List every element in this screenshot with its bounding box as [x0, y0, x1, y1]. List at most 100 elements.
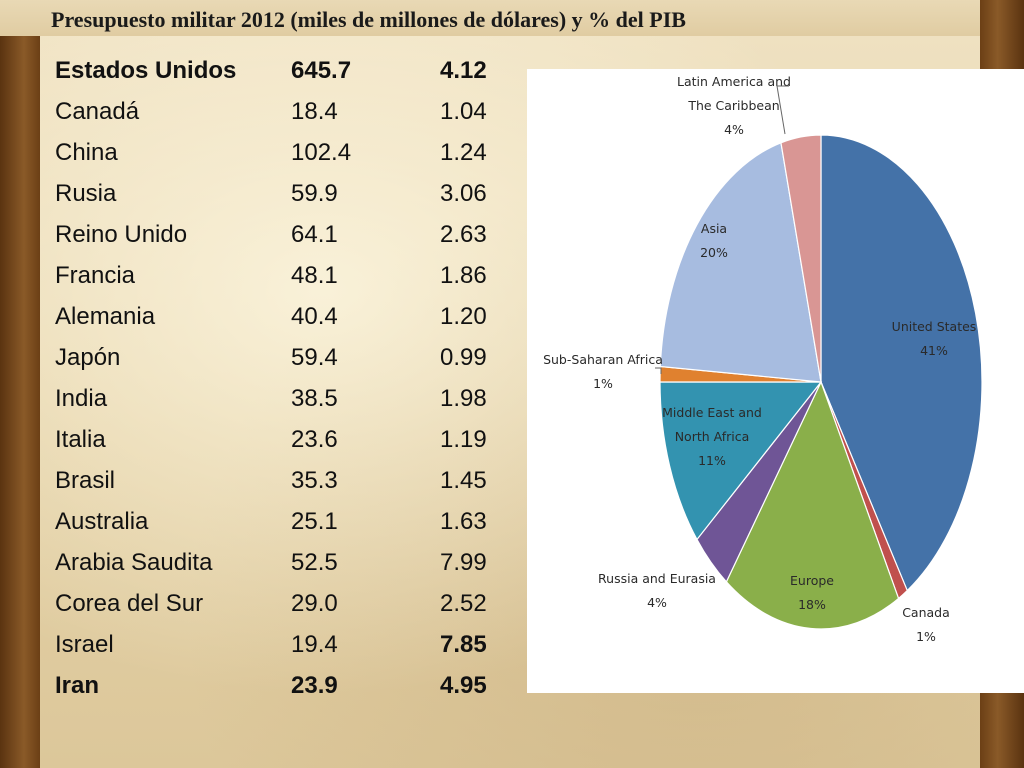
pie-slice-label: United States 41% — [892, 319, 977, 358]
table-row: India 38.5 1.98 — [55, 378, 535, 419]
pie-label-line: 1% — [593, 376, 613, 391]
budget-cell: 23.9 — [291, 672, 338, 699]
table-row: Estados Unidos 645.7 4.12 — [55, 50, 535, 91]
country-cell: Japón — [55, 344, 121, 371]
country-cell: Italia — [55, 426, 106, 453]
table-row: Arabia Saudita 52.5 7.99 — [55, 542, 535, 583]
table-row: Israel 19.4 7.85 — [55, 624, 535, 665]
pie-slice-label: Russia and Eurasia 4% — [598, 571, 716, 610]
budget-cell: 23.6 — [291, 426, 338, 453]
table-row: Brasil 35.3 1.45 — [55, 460, 535, 501]
table-row: Italia 23.6 1.19 — [55, 419, 535, 460]
pie-label-line: 11% — [698, 453, 726, 468]
gdp-percent-cell: 3.06 — [440, 180, 487, 207]
gdp-percent-cell: 7.85 — [440, 631, 487, 658]
pie-label-line: Canada — [902, 605, 950, 620]
budget-cell: 38.5 — [291, 385, 338, 412]
pie-label-line: Latin America and — [677, 74, 791, 89]
pie-slice — [659, 141, 822, 383]
pie-label-line: 18% — [798, 597, 826, 612]
country-cell: Iran — [55, 672, 100, 699]
table-row: Francia 48.1 1.86 — [55, 255, 535, 296]
slide-title: Presupuesto militar 2012 (miles de millo… — [51, 7, 686, 32]
pie-label-line: 20% — [700, 245, 728, 260]
gdp-percent-cell: 1.04 — [440, 98, 487, 125]
pie-slice-label: Europe 18% — [790, 573, 834, 612]
budget-cell: 64.1 — [291, 221, 338, 248]
country-cell: Rusia — [55, 180, 117, 207]
pie-label-line: North Africa — [675, 429, 750, 444]
gdp-percent-cell: 1.24 — [440, 139, 487, 166]
country-cell: India — [55, 385, 108, 412]
table-row: Australia 25.1 1.63 — [55, 501, 535, 542]
frame-left-border — [0, 0, 40, 768]
pie-label-line: Sub-Saharan Africa — [543, 352, 663, 367]
gdp-percent-cell: 1.45 — [440, 467, 487, 494]
pie-slice — [659, 381, 823, 541]
budget-cell: 59.4 — [291, 344, 338, 371]
table-row: Canadá 18.4 1.04 — [55, 91, 535, 132]
gdp-percent-cell: 2.63 — [440, 221, 487, 248]
budget-cell: 18.4 — [291, 98, 338, 125]
pie-label-line: 41% — [920, 343, 948, 358]
pie-slice — [780, 134, 822, 383]
country-cell: Reino Unido — [55, 221, 188, 248]
country-cell: Canadá — [55, 98, 140, 125]
gdp-percent-cell: 4.12 — [440, 57, 487, 84]
country-cell: Estados Unidos — [55, 57, 237, 84]
country-cell: Arabia Saudita — [55, 549, 213, 576]
pie-label-line: United States — [892, 319, 977, 334]
gdp-percent-cell: 0.99 — [440, 344, 487, 371]
gdp-percent-cell: 4.95 — [440, 672, 487, 699]
country-cell: Israel — [55, 631, 114, 658]
military-spending-pie-chart: United States 41% Canada 1% Europe 18% Russia … — [543, 74, 983, 644]
pie-slice-label: Asia 20% — [700, 221, 728, 260]
budget-cell: 25.1 — [291, 508, 338, 535]
pie-label-line: Russia and Eurasia — [598, 571, 716, 586]
country-cell: Brasil — [55, 467, 116, 494]
budget-cell: 645.7 — [291, 57, 352, 84]
country-cell: China — [55, 139, 118, 166]
budget-cell: 102.4 — [291, 139, 352, 166]
table-row: China 102.4 1.24 — [55, 132, 535, 173]
pie-label-line: Middle East and — [662, 405, 762, 420]
budget-cell: 48.1 — [291, 262, 338, 289]
label-leader-line — [776, 85, 789, 135]
pie-slice — [725, 380, 900, 630]
pie-slice — [820, 134, 983, 592]
gdp-percent-cell: 1.63 — [440, 508, 487, 535]
pie-label-line: Europe — [790, 573, 834, 588]
pie-slice-label: Canada 1% — [902, 605, 950, 644]
budget-cell: 35.3 — [291, 467, 338, 494]
budget-cell: 52.5 — [291, 549, 338, 576]
budget-cell: 40.4 — [291, 303, 338, 330]
country-cell: Australia — [55, 508, 149, 535]
gdp-percent-cell: 1.19 — [440, 426, 487, 453]
gdp-percent-cell: 1.86 — [440, 262, 487, 289]
country-cell: Francia — [55, 262, 136, 289]
pie-label-line: 4% — [647, 595, 667, 610]
gdp-percent-cell: 1.98 — [440, 385, 487, 412]
frame-top-band — [0, 0, 1024, 36]
pie-slice-label: Middle East and North Africa 11% — [662, 405, 762, 468]
pie-slice-label: Sub-Saharan Africa 1% — [543, 352, 663, 391]
budget-cell: 59.9 — [291, 180, 338, 207]
budget-cell: 29.0 — [291, 590, 338, 617]
gdp-percent-cell: 2.52 — [440, 590, 487, 617]
table-row: Rusia 59.9 3.06 — [55, 173, 535, 214]
table-row: Reino Unido 64.1 2.63 — [55, 214, 535, 255]
gdp-percent-cell: 7.99 — [440, 549, 487, 576]
pie-chart-panel: United States 41% Canada 1% Europe 18% Russia … — [527, 69, 1024, 693]
table-row: Alemania 40.4 1.20 — [55, 296, 535, 337]
table-row: Iran 23.9 4.95 — [55, 665, 535, 706]
pie-label-line: The Caribbean — [687, 98, 779, 113]
pie-label-line: 1% — [916, 629, 936, 644]
pie-label-line: Asia — [701, 221, 727, 236]
country-cell: Alemania — [55, 303, 156, 330]
gdp-percent-cell: 1.20 — [440, 303, 487, 330]
pie-slice-label: Latin America and The Caribbean 4% — [677, 74, 791, 137]
country-cell: Corea del Sur — [55, 590, 204, 617]
budget-cell: 19.4 — [291, 631, 338, 658]
table-row: Corea del Sur 29.0 2.52 — [55, 583, 535, 624]
table-row: Japón 59.4 0.99 — [55, 337, 535, 378]
